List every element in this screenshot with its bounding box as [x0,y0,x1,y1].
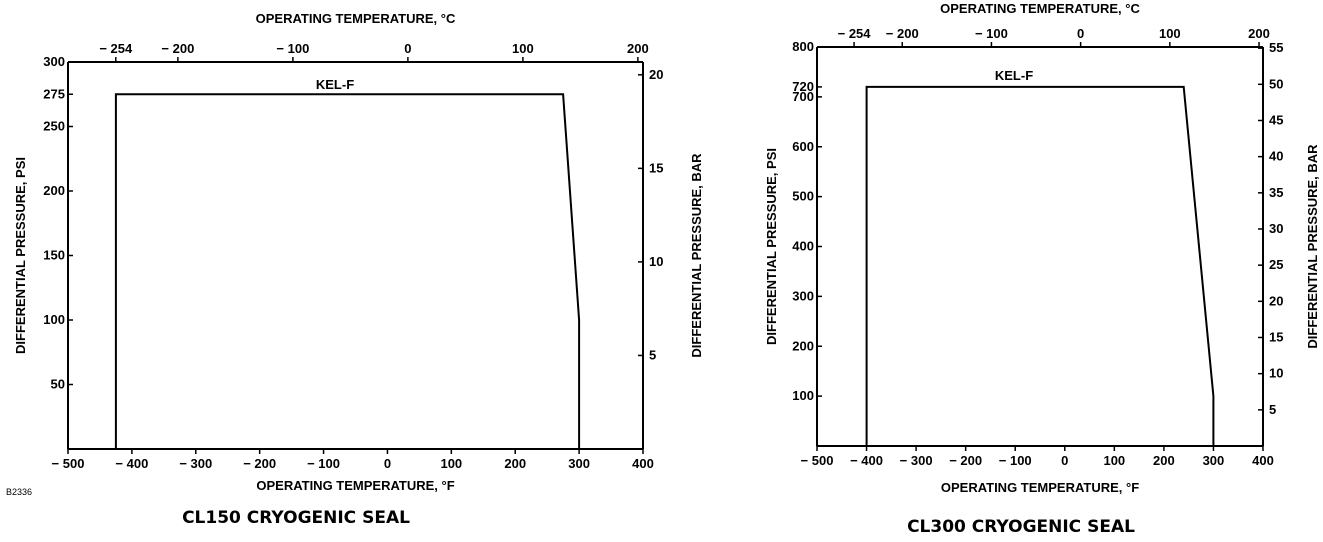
x-bottom-tick-label: − 200 [243,456,276,471]
y-left-tick-label: 500 [792,189,814,204]
x-top-tick-label: − 100 [975,26,1008,41]
series-label-kel-f: KEL-F [316,77,354,92]
chart-caption-cl300: CL300 CRYOGENIC SEAL [907,517,1135,537]
y-right-tick-label: 30 [1269,221,1283,236]
y-right-tick-label: 40 [1269,149,1283,164]
x-bottom-axis-title: OPERATING TEMPERATURE, °F [941,480,1139,495]
y-right-axis-title: DIFFERENTIAL PRESSURE, BAR [689,153,704,358]
x-bottom-tick-label: 400 [1252,453,1274,468]
y-left-tick-label: 600 [792,139,814,154]
x-top-tick-label: − 254 [99,41,133,56]
y-left-tick-label: 275 [43,86,65,101]
y-left-tick-label: 200 [43,183,65,198]
x-top-tick-label: 200 [627,41,649,56]
y-right-tick-label: 35 [1269,185,1283,200]
chart-cl300: CL300 CRYOGENIC SEAL − 500 − 400 − 300 − 20… [764,1,1320,537]
y-left-tick-label: 100 [792,388,814,403]
x-top-axis-title: OPERATING TEMPERATURE, °C [256,11,456,26]
y-right-tick-label: 20 [1269,293,1283,308]
x-bottom-tick-label: 300 [568,456,590,471]
y-right-tick-label: 10 [649,254,663,269]
y-right-axis-title: DIFFERENTIAL PRESSURE, BAR [1305,144,1320,349]
x-bottom-tick-label: − 300 [900,453,933,468]
y-left-tick-label: 720 [792,79,814,94]
x-bottom-tick-label: − 300 [179,456,212,471]
y-right-tick-label: 15 [1269,329,1283,344]
series-line-kel-f [114,93,581,449]
x-bottom-tick-label: 0 [1061,453,1068,468]
y-left-tick-label: 700 [792,89,814,104]
x-top-axis-title: OPERATING TEMPERATURE, °C [940,1,1140,16]
y-left-tick-label: 400 [792,239,814,254]
series-line-kel-f [865,85,1215,446]
chart-caption-cl150: CL150 CRYOGENIC SEAL [182,508,410,528]
x-bottom-tick-label: 200 [1153,453,1175,468]
y-right-tick-label: 15 [649,160,663,175]
figure-id: B2336 [6,487,32,497]
x-bottom-tick-label: 100 [1103,453,1125,468]
y-right-tick-label: 20 [649,67,663,82]
y-left-tick-label: 100 [43,312,65,327]
x-bottom-tick-label: − 400 [850,453,883,468]
y-right-tick-label: 5 [649,347,656,362]
y-left-tick-label: 300 [43,54,65,69]
x-top-tick-label: 0 [404,41,411,56]
x-bottom-tick-label: 200 [504,456,526,471]
x-bottom-tick-label: 100 [440,456,462,471]
x-bottom-tick-label: − 100 [999,453,1032,468]
y-left-tick-label: 50 [51,377,65,392]
x-bottom-tick-label: − 500 [52,456,85,471]
y-left-tick-label: 300 [792,288,814,303]
y-right-tick-label: 45 [1269,112,1283,127]
x-top-tick-label: 200 [1248,26,1270,41]
series-label-kel-f: KEL-F [995,68,1033,83]
y-right-tick-label: 25 [1269,257,1283,272]
y-left-axis-title: DIFFERENTIAL PRESSURE, PSI [764,148,779,345]
y-right-tick-label: 5 [1269,402,1276,417]
x-bottom-tick-label: − 200 [949,453,982,468]
y-left-tick-label: 150 [43,248,65,263]
x-bottom-tick-label: 0 [384,456,391,471]
x-bottom-tick-label: − 500 [801,453,834,468]
x-top-tick-label: − 200 [886,26,919,41]
x-bottom-tick-label: − 400 [115,456,148,471]
x-top-tick-label: − 254 [838,26,872,41]
x-top-tick-label: − 200 [161,41,194,56]
y-right-tick-label: 10 [1269,366,1283,381]
y-right-tick-label: 50 [1269,76,1283,91]
x-bottom-tick-label: 400 [632,456,654,471]
y-left-tick-label: 250 [43,119,65,134]
x-bottom-tick-label: 300 [1203,453,1225,468]
x-top-tick-label: 100 [512,41,534,56]
x-bottom-axis-title: OPERATING TEMPERATURE, °F [256,478,454,493]
y-left-axis-title: DIFFERENTIAL PRESSURE, PSI [13,157,28,354]
x-top-tick-label: − 100 [276,41,309,56]
y-right-tick-label: 55 [1269,40,1283,55]
y-left-tick-label: 800 [792,39,814,54]
x-top-tick-label: 0 [1077,26,1084,41]
x-bottom-tick-label: − 100 [307,456,340,471]
chart-cl150: CL150 CRYOGENIC SEAL − 500 − 400 − 300 − 20… [13,11,704,528]
y-left-tick-label: 200 [792,338,814,353]
x-top-tick-label: 100 [1159,26,1181,41]
